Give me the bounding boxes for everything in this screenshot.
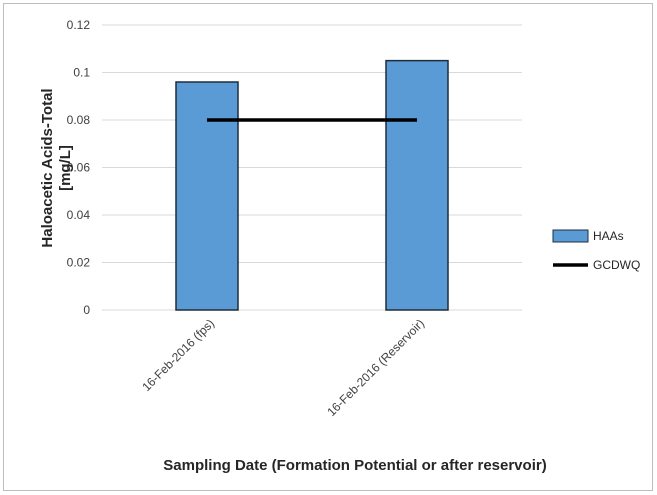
y-axis-title-line2: [mg/L] (57, 145, 74, 191)
legend: HAAs GCDWQ (552, 229, 640, 272)
y-tick-label: 0.02 (67, 256, 91, 270)
x-tick-labels: 16-Feb-2016 (fps) 16-Feb-2016 (Reservoir) (139, 316, 427, 419)
y-tick-label: 0.1 (73, 66, 90, 80)
legend-swatch (552, 229, 589, 243)
legend-label: HAAs (593, 229, 624, 243)
y-tick-label: 0.04 (67, 208, 91, 222)
bars (175, 59, 449, 311)
x-axis-title: Sampling Date (Formation Potential or af… (163, 457, 546, 474)
y-tick-label: 0.06 (67, 161, 91, 175)
y-axis-title-line1: Haloacetic Acids-Total (39, 88, 56, 247)
grid-lines (102, 24, 522, 311)
x-tick-label: 16-Feb-2016 (Reservoir) (324, 316, 427, 419)
y-tick-labels: 0 0.02 0.04 0.06 0.08 0.1 0.12 (67, 18, 91, 317)
y-tick-label: 0.12 (67, 18, 91, 32)
y-tick-label: 0 (83, 303, 90, 317)
bar (385, 59, 449, 311)
bar (175, 81, 239, 311)
x-tick-label: 16-Feb-2016 (fps) (139, 316, 217, 394)
y-tick-label: 0.08 (67, 113, 91, 127)
legend-label: GCDWQ (593, 258, 640, 272)
chart-frame (3, 3, 653, 491)
